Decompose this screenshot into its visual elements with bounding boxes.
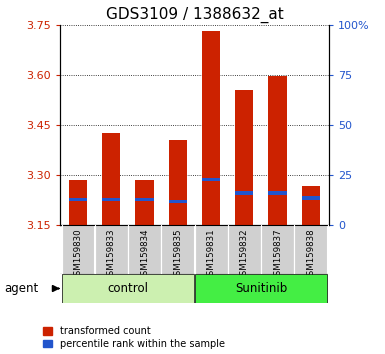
Bar [235,192,253,195]
Bar [268,76,287,225]
Bar [202,178,220,182]
Bar [228,225,261,274]
Bar [302,196,320,200]
Text: GSM159837: GSM159837 [273,229,282,281]
Bar [161,225,194,274]
Title: GDS3109 / 1388632_at: GDS3109 / 1388632_at [105,7,283,23]
Text: GSM159838: GSM159838 [306,229,315,281]
Text: GSM159831: GSM159831 [207,229,216,281]
Bar [136,180,154,225]
Legend: transformed count, percentile rank within the sample: transformed count, percentile rank withi… [44,326,225,349]
Text: GSM159835: GSM159835 [173,229,182,281]
Bar [136,198,154,201]
Text: agent: agent [4,282,38,295]
Bar [62,225,94,274]
Text: GSM159832: GSM159832 [240,229,249,281]
Bar [261,225,294,274]
Bar [128,225,161,274]
Bar [295,225,327,274]
Text: GSM159833: GSM159833 [107,229,116,281]
Bar [194,225,228,274]
Bar [194,274,327,303]
Bar [62,274,194,303]
Bar [69,180,87,225]
Bar [235,90,253,225]
Bar [202,32,220,225]
Bar [169,200,187,203]
Bar [95,225,128,274]
Bar [169,140,187,225]
Bar [268,192,287,195]
Bar [102,198,121,201]
Bar [302,187,320,225]
Bar [102,133,121,225]
Bar [69,198,87,201]
Text: GSM159834: GSM159834 [140,229,149,281]
Text: GSM159830: GSM159830 [74,229,82,281]
Text: Sunitinib: Sunitinib [235,282,287,295]
Text: control: control [107,282,148,295]
